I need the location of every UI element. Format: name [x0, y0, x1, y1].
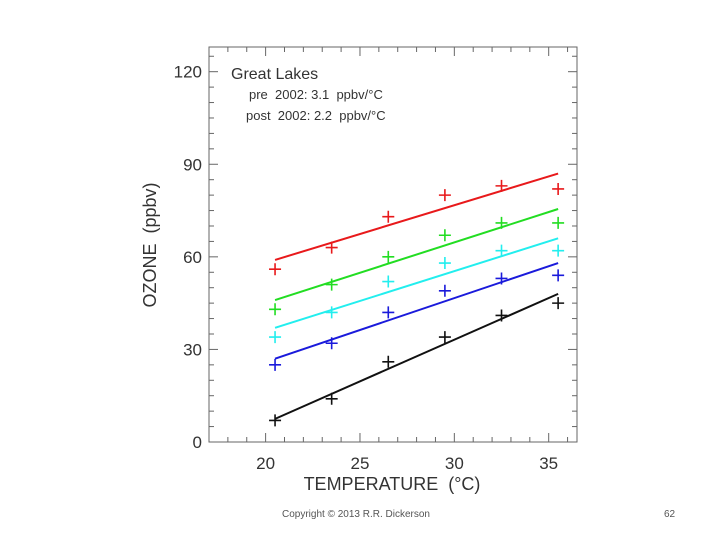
x-tick-label: 35	[539, 454, 558, 473]
x-tick-label: 30	[445, 454, 464, 473]
data-point	[382, 355, 395, 368]
data-point	[552, 216, 565, 229]
series-1	[269, 208, 565, 316]
data-point	[382, 275, 395, 288]
data-point	[438, 284, 451, 297]
fit-line	[274, 262, 559, 360]
data-point	[495, 272, 508, 285]
data-point	[495, 216, 508, 229]
data-point	[438, 331, 451, 344]
data-point	[495, 309, 508, 322]
data-point	[495, 244, 508, 257]
data-point	[438, 229, 451, 242]
y-tick-label: 90	[183, 155, 202, 174]
annotation-pre-2002: pre 2002: 3.1 ppbv/°C	[249, 87, 383, 102]
data-point	[495, 179, 508, 192]
fit-line	[274, 172, 559, 261]
x-tick-label: 20	[256, 454, 275, 473]
data-point	[325, 392, 338, 405]
data-point	[382, 306, 395, 319]
data-point	[325, 241, 338, 254]
y-tick-label: 0	[193, 433, 202, 452]
data-point	[552, 297, 565, 310]
data-point	[438, 257, 451, 270]
annotation-post-2002: post 2002: 2.2 ppbv/°C	[246, 108, 386, 123]
series-2	[269, 237, 565, 344]
series-0	[269, 172, 565, 276]
data-point	[552, 269, 565, 282]
data-point	[438, 189, 451, 202]
fit-line	[274, 208, 559, 301]
fit-line	[274, 292, 559, 420]
copyright-text: Copyright © 2013 R.R. Dickerson	[282, 509, 430, 520]
fit-line	[274, 237, 559, 329]
chart-title: Great Lakes	[231, 66, 318, 83]
data-point	[269, 303, 282, 316]
y-tick-label: 30	[183, 340, 202, 359]
data-point	[382, 250, 395, 263]
x-axis-title: TEMPERATURE (°C)	[304, 474, 481, 494]
data-point	[269, 331, 282, 344]
data-point	[552, 244, 565, 257]
y-axis-title: OZONE (ppbv)	[140, 182, 160, 307]
plot-frame	[208, 46, 578, 443]
y-tick-label: 120	[174, 63, 202, 82]
data-point	[382, 210, 395, 223]
x-tick-label: 25	[351, 454, 370, 473]
data-point	[325, 337, 338, 350]
data-point	[325, 278, 338, 291]
data-point	[269, 358, 282, 371]
data-point	[269, 414, 282, 427]
page-number: 62	[664, 509, 676, 520]
y-tick-label: 60	[183, 248, 202, 267]
data-point	[269, 263, 282, 276]
series-layer	[269, 172, 565, 427]
ticks-layer: 20 25 30 35 0 30 60 90 120	[174, 47, 577, 473]
data-point	[552, 182, 565, 195]
series-4	[269, 292, 565, 427]
series-3	[269, 262, 565, 371]
data-point	[325, 306, 338, 319]
